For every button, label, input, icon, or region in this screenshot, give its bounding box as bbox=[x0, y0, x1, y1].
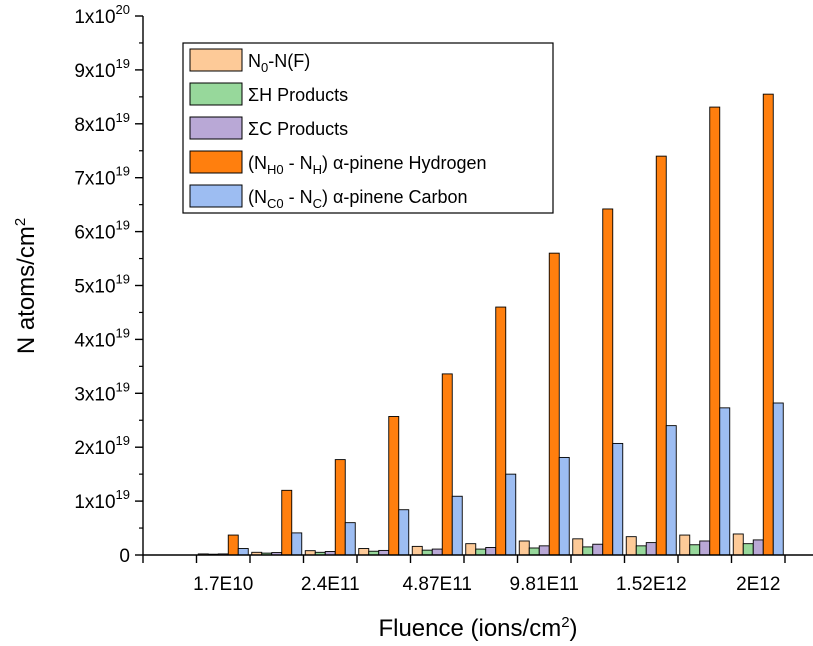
bar bbox=[762, 93, 774, 556]
bar bbox=[719, 407, 731, 556]
x-tick-label: 1.7E10 bbox=[193, 574, 253, 595]
legend-label: ΣC Products bbox=[248, 119, 348, 139]
y-tick-label: 1x1020 bbox=[74, 2, 130, 28]
bar bbox=[645, 542, 657, 556]
bar bbox=[602, 208, 614, 556]
bar bbox=[358, 548, 370, 556]
bar bbox=[635, 545, 647, 556]
legend-swatch bbox=[189, 82, 243, 106]
bar bbox=[772, 402, 784, 556]
bar bbox=[334, 459, 346, 556]
bar bbox=[431, 548, 443, 556]
y-tick-label: 0 bbox=[119, 546, 130, 567]
bar bbox=[709, 106, 721, 556]
bar bbox=[281, 489, 293, 556]
bar bbox=[592, 543, 604, 556]
bar bbox=[411, 545, 423, 556]
ticks-layer: 0 1x1019 2x1019 3x1019 4x1019 5x1019 6x1019 7x1… bbox=[74, 2, 786, 595]
bar bbox=[465, 543, 477, 556]
bar bbox=[679, 534, 691, 556]
y-tick-label: 9x1019 bbox=[74, 56, 130, 82]
y-tick-label: 5x1019 bbox=[74, 272, 130, 298]
legend-label: (NH0 - NH) α-pinene Hydrogen bbox=[248, 153, 487, 177]
bar bbox=[505, 473, 517, 556]
x-tick-label: 2.4E11 bbox=[301, 574, 360, 595]
bar bbox=[732, 533, 744, 556]
bar bbox=[699, 540, 711, 556]
y-tick-label: 1x1019 bbox=[74, 487, 130, 513]
bar bbox=[291, 532, 303, 556]
y-tick-label: 7x1019 bbox=[74, 164, 130, 190]
bar bbox=[518, 540, 530, 556]
legend-label: (NC0 - NC) α-pinene Carbon bbox=[248, 187, 468, 211]
bar bbox=[612, 442, 624, 556]
legend-swatch bbox=[189, 48, 243, 72]
y-tick-label: 4x1019 bbox=[74, 325, 130, 351]
legend-label: ΣH Products bbox=[248, 85, 348, 105]
legend-label: N0-N(F) bbox=[248, 51, 310, 75]
bar bbox=[227, 534, 239, 556]
bar bbox=[475, 548, 487, 556]
y-tick-label: 3x1019 bbox=[74, 379, 130, 405]
bar bbox=[582, 546, 594, 556]
bar bbox=[689, 544, 701, 556]
bar bbox=[485, 547, 497, 556]
bar bbox=[344, 522, 356, 556]
bar bbox=[528, 547, 540, 556]
legend-swatch bbox=[189, 184, 243, 208]
bars-layer bbox=[197, 93, 784, 556]
bar bbox=[237, 548, 249, 556]
x-tick-label: 1.52E12 bbox=[616, 574, 687, 595]
x-tick-label: 4.87E11 bbox=[403, 574, 472, 595]
bar bbox=[665, 425, 677, 556]
bar bbox=[421, 549, 433, 556]
bar bbox=[625, 536, 637, 556]
bar bbox=[495, 306, 507, 556]
y-tick-label: 2x1019 bbox=[74, 433, 130, 459]
legend-swatch bbox=[189, 116, 243, 140]
bar bbox=[742, 543, 754, 556]
y-axis-title: N atoms/cm2 bbox=[12, 218, 40, 354]
bar bbox=[752, 539, 764, 556]
bar bbox=[538, 545, 550, 556]
bar bbox=[398, 509, 410, 556]
x-axis-title: Fluence (ions/cm2) bbox=[378, 614, 577, 642]
legend-swatch bbox=[189, 150, 243, 174]
bar bbox=[572, 538, 584, 556]
y-tick-label: 6x1019 bbox=[74, 218, 130, 244]
x-tick-label: 2E12 bbox=[736, 574, 780, 595]
bar bbox=[655, 155, 667, 556]
bar bbox=[388, 416, 400, 556]
x-tick-label: 9.81E11 bbox=[510, 574, 579, 595]
legend: N0-N(F) ΣH Products ΣC Products (NH0 - NH) … bbox=[182, 42, 554, 214]
y-tick-label: 8x1019 bbox=[74, 110, 130, 136]
bar bbox=[558, 456, 570, 556]
legend-box bbox=[182, 42, 554, 214]
bar bbox=[441, 373, 453, 556]
bar bbox=[451, 495, 463, 556]
bar bbox=[548, 252, 560, 556]
